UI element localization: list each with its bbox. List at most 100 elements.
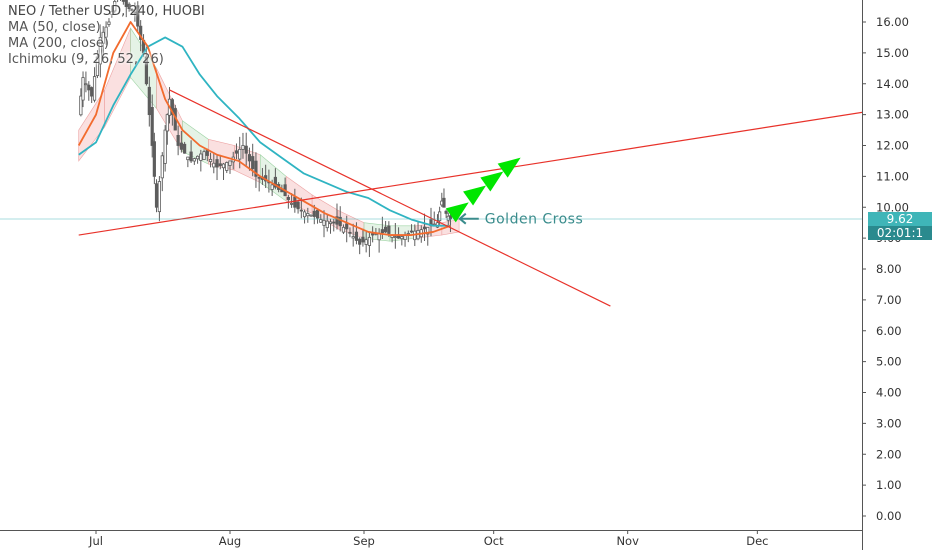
candle-body	[130, 8, 134, 12]
candle-body	[393, 236, 397, 238]
candle-body	[183, 143, 187, 154]
time-tick-label: Sep	[353, 534, 375, 548]
countdown-tag: 02:01:1	[868, 225, 932, 240]
time-tick-label: Nov	[616, 534, 639, 548]
candle-body	[165, 114, 169, 132]
candle-body	[444, 210, 448, 214]
time-tick-label: Dec	[746, 534, 768, 548]
ma200-line	[78, 36, 451, 227]
candle-body	[202, 151, 206, 160]
candle-body	[400, 236, 404, 240]
candle-body	[273, 176, 277, 188]
candle-body	[371, 233, 375, 236]
falling-trendline	[169, 89, 611, 307]
candle-body	[186, 156, 190, 161]
time-tick-label: Oct	[484, 534, 504, 548]
price-tick-label: 6.00	[876, 324, 902, 338]
candle-body	[199, 153, 203, 161]
legend-ma200[interactable]: MA (200, close)	[8, 36, 109, 51]
candle-body	[422, 226, 427, 230]
candle-body	[221, 163, 226, 169]
projection-arrow	[480, 171, 504, 192]
candle-body	[289, 202, 294, 205]
legend-ichimoku[interactable]: Ichimoku (9, 26, 52, 26)	[8, 52, 164, 67]
price-tick-label: 13.00	[876, 108, 909, 122]
candle-body	[348, 231, 352, 234]
price-tick-label: 12.00	[876, 139, 909, 153]
ma50-line	[77, 21, 451, 236]
candle-body	[144, 56, 149, 85]
candle-body	[341, 226, 346, 233]
projection-arrow	[463, 185, 487, 206]
candle-body	[234, 150, 239, 154]
candle-body	[322, 219, 326, 226]
candle-body	[95, 56, 100, 77]
projection-arrow	[497, 157, 521, 178]
chart-legend: NEO / Tether USD, 240, HUOBI MA (50, clo…	[8, 4, 205, 68]
candle-body	[192, 158, 196, 162]
candle-body	[244, 145, 248, 154]
candle-body	[364, 239, 368, 245]
projection-arrow	[445, 202, 469, 223]
candle-body	[107, 21, 111, 25]
plot-area: Golden Cross	[0, 0, 862, 307]
candle-body	[212, 162, 216, 168]
candle-body	[380, 229, 384, 234]
price-tick-label: 2.00	[876, 447, 902, 461]
candle-body	[296, 201, 300, 210]
candle-body	[215, 159, 219, 168]
price-tick-label: 3.00	[876, 416, 902, 430]
candle-body	[81, 77, 85, 101]
price-tick-label: 1.00	[876, 478, 902, 492]
candle-body	[409, 230, 414, 233]
candle-body	[438, 211, 442, 222]
price-tick-label: 8.00	[876, 262, 902, 276]
candle-body	[247, 154, 252, 162]
candle-body	[358, 238, 362, 245]
candle-body	[84, 83, 88, 86]
symbol-title[interactable]: NEO / Tether USD, 240, HUOBI	[8, 4, 205, 19]
candle-body	[139, 25, 143, 40]
candle-body	[361, 236, 365, 243]
candle-body	[150, 106, 154, 146]
candle-body	[345, 223, 349, 230]
golden-cross-label: Golden Cross	[485, 212, 584, 228]
candle-body	[133, 11, 137, 14]
price-tick-label: 5.00	[876, 355, 902, 369]
candle-body	[325, 220, 329, 229]
candle-body	[270, 184, 274, 190]
candle-body	[98, 37, 102, 65]
candle-body	[136, 5, 140, 27]
candle-body	[110, 11, 114, 15]
price-tick-label: 15.00	[876, 46, 909, 60]
candle-body	[384, 226, 388, 233]
candle-body	[154, 183, 159, 208]
candle-body	[426, 226, 430, 235]
annotation-arrow-head	[458, 212, 467, 225]
candle-body	[387, 225, 391, 234]
candle-body	[299, 209, 303, 212]
candle-body	[147, 86, 151, 116]
candle-body	[218, 163, 222, 166]
price-tick-label: 4.00	[876, 386, 902, 400]
price-tick-label: 0.00	[876, 509, 902, 523]
candle-body	[121, 0, 125, 2]
candle-body	[163, 129, 167, 164]
candle-body	[286, 196, 290, 200]
candle-body	[354, 231, 359, 241]
candle-body	[113, 1, 117, 12]
candle-body	[104, 26, 108, 38]
candle-body	[179, 142, 183, 150]
candle-body	[241, 145, 245, 150]
candle-body	[228, 160, 232, 166]
price-tick-label: 11.00	[876, 169, 909, 183]
candle-body	[312, 210, 316, 217]
candle-body	[251, 156, 255, 170]
candle-body	[87, 84, 91, 91]
candle-body	[160, 155, 164, 179]
rising-trendline	[78, 111, 862, 236]
legend-ma50[interactable]: MA (50, close)	[8, 20, 101, 35]
candle-body	[208, 158, 213, 162]
candle-body	[293, 196, 297, 208]
